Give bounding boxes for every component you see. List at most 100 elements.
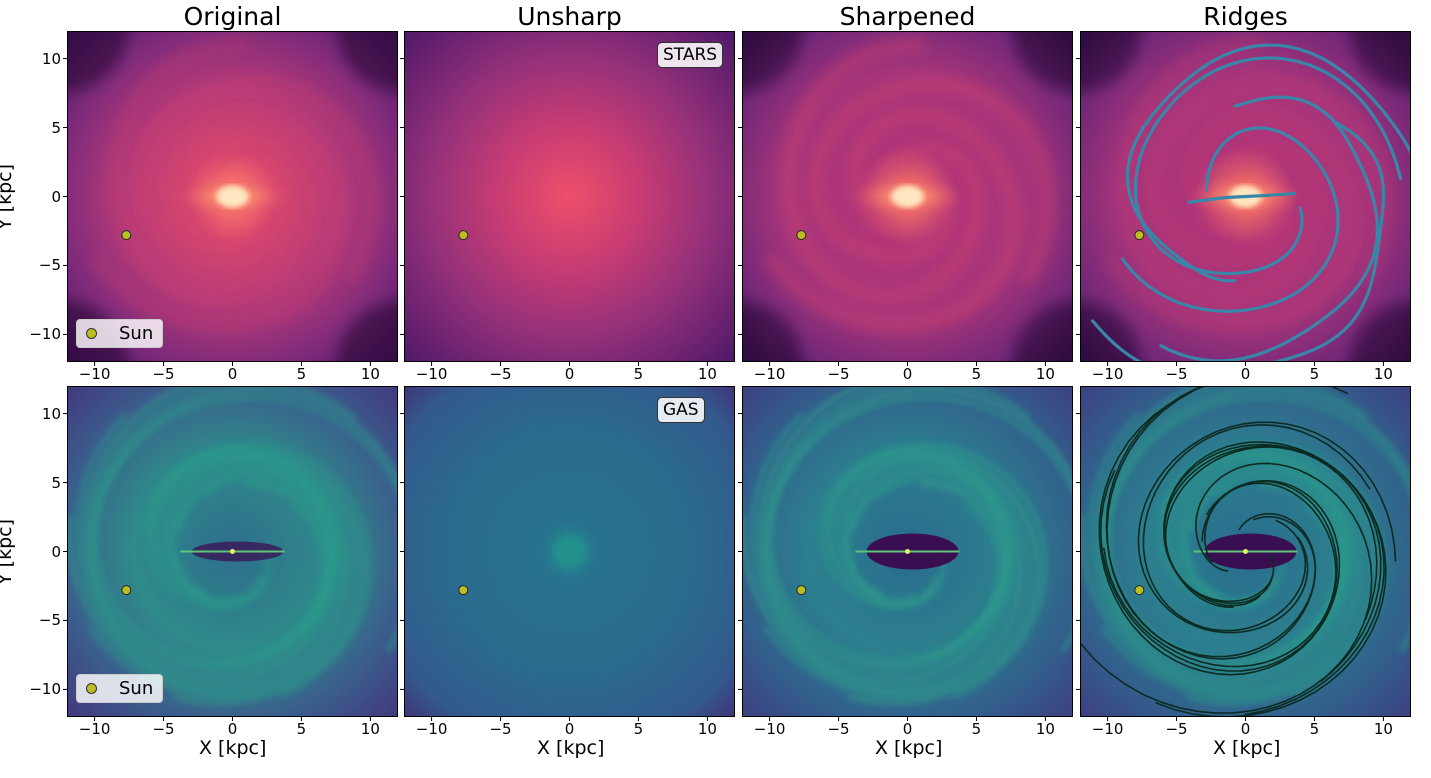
panel-stars-sharpened bbox=[742, 31, 1073, 362]
x-tick-label: −10 bbox=[415, 720, 448, 738]
x-tick-label: 10 bbox=[1035, 365, 1055, 383]
y-axis-label-bottom: Y [kpc] bbox=[0, 519, 16, 585]
y-tick-label: 0 bbox=[51, 187, 61, 206]
ridge-line-0 bbox=[1120, 126, 1340, 313]
gas-filament bbox=[1086, 411, 1356, 692]
gas-tag: GAS bbox=[657, 397, 705, 423]
ridge-line-3 bbox=[1159, 95, 1380, 362]
x-tick-label: 10 bbox=[360, 720, 380, 738]
ridge-line-4 bbox=[1091, 121, 1386, 362]
ridge-line-1 bbox=[1133, 56, 1403, 276]
x-tick-label: 5 bbox=[971, 365, 982, 383]
panel-frame bbox=[1080, 31, 1411, 362]
gas-filament bbox=[1093, 386, 1351, 685]
x-tick-label: −10 bbox=[1091, 720, 1124, 738]
x-tick-label: 10 bbox=[697, 720, 717, 738]
stellar-arm-glow bbox=[807, 76, 1056, 286]
panel-gas-ridges bbox=[1080, 386, 1411, 717]
corner-shadow bbox=[67, 31, 127, 91]
corner-shadow bbox=[1080, 31, 1140, 91]
x-tick-label: 5 bbox=[1309, 365, 1320, 383]
sun-legend-marker bbox=[86, 683, 97, 694]
panel-stars-ridges bbox=[1080, 31, 1411, 362]
legend-top: Sun bbox=[76, 319, 164, 348]
column-title-unsharp: Unsharp bbox=[517, 2, 622, 31]
y-tick-label: −5 bbox=[38, 611, 61, 630]
x-tick-label: 10 bbox=[697, 365, 717, 383]
x-tick-label: 10 bbox=[1373, 720, 1393, 738]
column-title-sharpened: Sharpened bbox=[839, 2, 976, 31]
ridge-line-1 bbox=[1163, 445, 1382, 683]
x-tick-label: 5 bbox=[971, 720, 982, 738]
x-tick-label: −5 bbox=[489, 720, 512, 738]
x-tick-label: 0 bbox=[1240, 720, 1251, 738]
x-tick-label: −10 bbox=[78, 365, 111, 383]
y-tick-label: −10 bbox=[29, 325, 61, 344]
corner-shadow bbox=[1013, 302, 1073, 362]
stellar-arm-glow bbox=[106, 37, 310, 305]
column-title-original: Original bbox=[183, 2, 282, 31]
x-axis-label-unsharp: X [kpc] bbox=[537, 737, 605, 759]
x-tick-label: 5 bbox=[296, 720, 307, 738]
gas-filament bbox=[80, 386, 338, 685]
ridge-line-11 bbox=[1137, 421, 1397, 634]
x-tick-label: −10 bbox=[753, 720, 786, 738]
gas-core bbox=[905, 549, 910, 554]
x-tick-label: 10 bbox=[360, 365, 380, 383]
x-tick-label: 0 bbox=[564, 720, 575, 738]
gas-filament bbox=[818, 442, 1049, 699]
ridge-line-10 bbox=[1142, 423, 1371, 632]
ridge-line-8 bbox=[1105, 386, 1317, 660]
legend-bottom: Sun bbox=[76, 674, 164, 703]
y-tick-label: 5 bbox=[51, 118, 61, 137]
gas-filament bbox=[764, 386, 1073, 669]
x-tick-label: −10 bbox=[78, 720, 111, 738]
panel-frame bbox=[67, 386, 398, 717]
x-axis-label-ridges: X [kpc] bbox=[1213, 737, 1281, 759]
legend-label: Sun bbox=[119, 678, 154, 699]
y-tick-label: −10 bbox=[29, 680, 61, 699]
sun-marker bbox=[458, 585, 469, 596]
x-tick-label: 0 bbox=[227, 365, 238, 383]
stellar-core bbox=[891, 185, 924, 208]
gas-filament bbox=[768, 394, 1073, 663]
gas-filament bbox=[73, 411, 343, 692]
x-tick-label: −5 bbox=[1165, 365, 1188, 383]
panel-frame bbox=[1080, 386, 1411, 717]
corner-shadow bbox=[1351, 302, 1411, 362]
panel-gas-sharpened bbox=[742, 386, 1073, 717]
y-tick-label: 10 bbox=[41, 49, 61, 68]
corner-shadow bbox=[1013, 31, 1073, 91]
x-tick-label: −5 bbox=[152, 365, 175, 383]
x-tick-label: −5 bbox=[152, 720, 175, 738]
sun-marker bbox=[1134, 230, 1145, 241]
y-tick-label: 10 bbox=[41, 404, 61, 423]
stellar-core bbox=[216, 185, 249, 208]
panel-frame bbox=[404, 31, 735, 362]
gas-filament bbox=[762, 451, 1032, 700]
x-tick-label: 5 bbox=[296, 365, 307, 383]
stellar-arm-glow bbox=[132, 76, 381, 286]
y-tick-label: −5 bbox=[38, 256, 61, 275]
heatmap-image bbox=[404, 31, 735, 362]
ridge-line-7 bbox=[1098, 404, 1341, 676]
sun-marker bbox=[121, 585, 132, 596]
gas-filament bbox=[749, 412, 1017, 691]
x-axis-label-sharpened: X [kpc] bbox=[875, 737, 943, 759]
x-tick-label: 0 bbox=[564, 365, 575, 383]
gas-filament bbox=[88, 386, 398, 670]
ridge-line-2 bbox=[1125, 43, 1411, 283]
x-tick-label: −5 bbox=[827, 720, 850, 738]
ridge-line-2 bbox=[1163, 443, 1385, 716]
x-axis-label-original: X [kpc] bbox=[199, 737, 267, 759]
x-tick-label: −5 bbox=[1165, 720, 1188, 738]
panel-frame bbox=[67, 31, 398, 362]
x-tick-label: 0 bbox=[227, 720, 238, 738]
gas-filament bbox=[85, 386, 358, 678]
legend-label: Sun bbox=[119, 323, 154, 344]
gas-filament bbox=[92, 393, 398, 664]
x-tick-label: 5 bbox=[633, 365, 644, 383]
sun-marker bbox=[796, 585, 807, 596]
x-tick-label: −5 bbox=[827, 365, 850, 383]
y-axis-label-top: Y [kpc] bbox=[0, 164, 16, 230]
